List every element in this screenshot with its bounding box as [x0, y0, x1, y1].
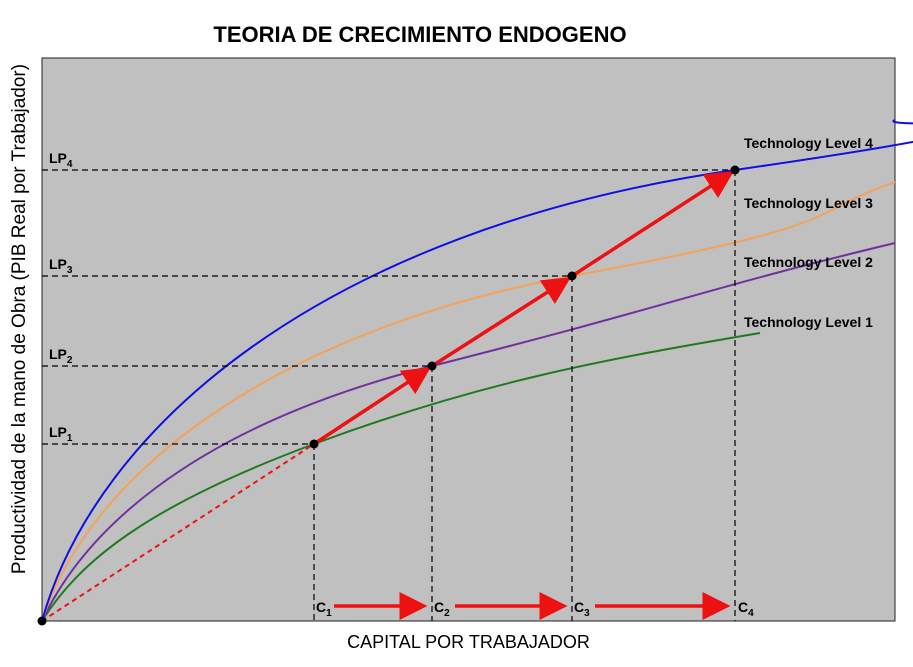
curve-technology-level-4 [41, 119, 913, 622]
point-2 [427, 361, 437, 371]
point-1 [309, 439, 319, 449]
diagram-title: TEORIA DE CRECIMIENTO ENDOGENO [213, 22, 627, 47]
c2-label: C2 [434, 599, 450, 619]
point-4 [730, 165, 740, 175]
curve-label-technology-level-4: Technology Level 4 [744, 135, 873, 151]
curve-label-technology-level-2: Technology Level 2 [744, 254, 873, 270]
lp2-label: LP2 [49, 346, 73, 366]
c4-label: C4 [738, 599, 754, 619]
lp1-label: LP1 [49, 424, 73, 444]
curve-label-technology-level-1: Technology Level 1 [744, 314, 873, 330]
x-axis-label: CAPITAL POR TRABAJADOR [347, 632, 590, 652]
curve-technology-level-3 [41, 181, 896, 622]
c3-label: C3 [574, 599, 590, 619]
curve-label-technology-level-3: Technology Level 3 [744, 195, 873, 211]
origin-ray [41, 443, 315, 622]
origin-point [37, 616, 47, 626]
growth-arrow-3 [571, 171, 734, 278]
point-3 [567, 271, 577, 281]
growth-arrow-2 [431, 277, 571, 368]
plot-area [41, 57, 896, 622]
growth-arrow-1 [313, 367, 431, 446]
c1-label: C1 [316, 599, 332, 619]
lp4-label: LP4 [49, 150, 73, 170]
lp3-label: LP3 [49, 256, 73, 276]
curve-technology-level-1 [41, 332, 761, 622]
